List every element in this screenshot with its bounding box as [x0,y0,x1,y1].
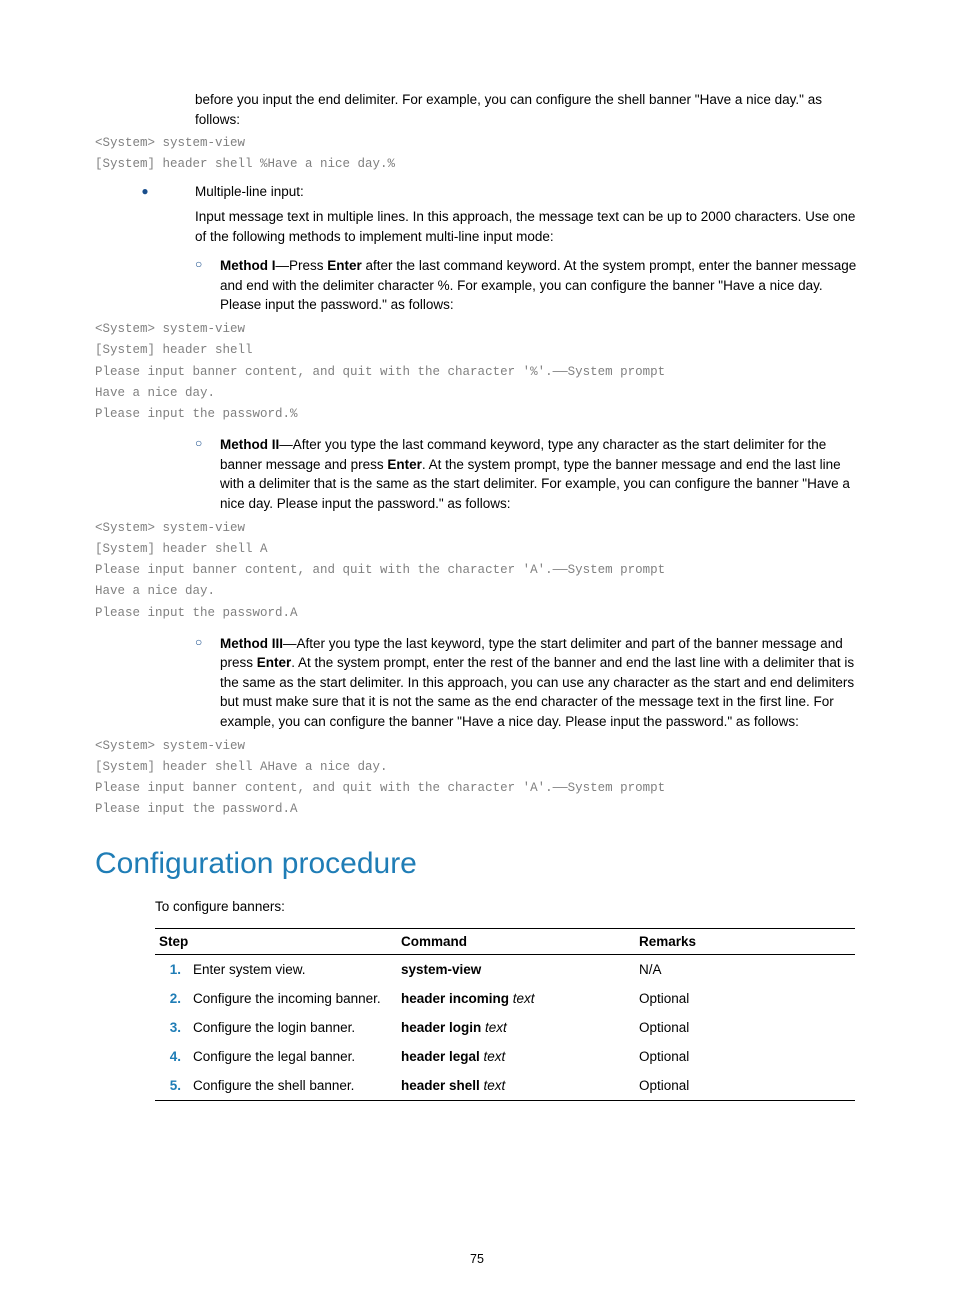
circle-bullet-icon: ○ [195,256,220,271]
intro-paragraph: before you input the end delimiter. For … [195,90,859,129]
table-row: 4. Configure the legal banner. header le… [155,1042,855,1071]
multiline-desc: Input message text in multiple lines. In… [195,207,859,246]
method3-enter: Enter [257,655,292,670]
method3-label: Method III [220,636,283,651]
row4-num: 4. [155,1042,189,1071]
row4-step: Configure the legal banner. [189,1042,397,1071]
method1-text: Method I—Press Enter after the last comm… [220,256,859,315]
row2-num: 2. [155,984,189,1013]
row3-step: Configure the login banner. [189,1013,397,1042]
table-row: 5. Configure the shell banner. header sh… [155,1071,855,1101]
row4-remarks: Optional [635,1042,855,1071]
method3-code: <System> system-view [System] header she… [95,736,859,821]
method2-text: Method II—After you type the last comman… [220,435,859,513]
row2-step: Configure the incoming banner. [189,984,397,1013]
row3-cmd-ital: text [481,1020,507,1035]
row4-cmd-bold: header legal [401,1049,480,1064]
row3-cmd: header login text [397,1013,635,1042]
circle-bullet-icon: ○ [195,435,220,450]
section-intro: To configure banners: [155,899,859,914]
row2-remarks: Optional [635,984,855,1013]
page-container: before you input the end delimiter. For … [0,0,954,1296]
row5-num: 5. [155,1071,189,1101]
th-remarks: Remarks [635,928,855,954]
row2-cmd-bold: header incoming [401,991,509,1006]
row5-cmd: header shell text [397,1071,635,1101]
circle-bullet-icon: ○ [195,634,220,649]
intro-code: <System> system-view [System] header she… [95,133,859,176]
th-step: Step [155,928,397,954]
method2-enter: Enter [387,457,422,472]
section-heading: Configuration procedure [95,847,859,881]
method1-row: ○ Method I—Press Enter after the last co… [95,256,859,315]
method1-label: Method I [220,258,276,273]
row3-cmd-bold: header login [401,1020,481,1035]
table-header-row: Step Command Remarks [155,928,855,954]
method1-code: <System> system-view [System] header she… [95,319,859,425]
row1-cmd-bold: system-view [401,962,481,977]
multiline-title: Multiple-line input: [195,182,304,202]
row3-remarks: Optional [635,1013,855,1042]
row5-cmd-bold: header shell [401,1078,480,1093]
bullet-icon: ● [95,182,195,198]
row1-cmd: system-view [397,954,635,984]
row2-cmd-ital: text [509,991,535,1006]
method3-t2: . At the system prompt, enter the rest o… [220,655,854,729]
method2-label: Method II [220,437,279,452]
table-row: 1. Enter system view. system-view N/A [155,954,855,984]
config-table: Step Command Remarks 1. Enter system vie… [155,928,855,1101]
row1-num: 1. [155,954,189,984]
row4-cmd-ital: text [480,1049,506,1064]
row5-remarks: Optional [635,1071,855,1101]
method3-text: Method III—After you type the last keywo… [220,634,859,732]
table-row: 2. Configure the incoming banner. header… [155,984,855,1013]
table-row: 3. Configure the login banner. header lo… [155,1013,855,1042]
row1-remarks: N/A [635,954,855,984]
row5-step: Configure the shell banner. [189,1071,397,1101]
method3-row: ○ Method III—After you type the last key… [95,634,859,732]
method1-t1: —Press [276,258,328,273]
method2-code: <System> system-view [System] header she… [95,518,859,624]
row5-cmd-ital: text [480,1078,506,1093]
row1-step: Enter system view. [189,954,397,984]
row2-cmd: header incoming text [397,984,635,1013]
multiline-bullet-row: ● Multiple-line input: [95,182,859,202]
row4-cmd: header legal text [397,1042,635,1071]
method1-enter: Enter [327,258,362,273]
row3-num: 3. [155,1013,189,1042]
method2-row: ○ Method II—After you type the last comm… [95,435,859,513]
th-command: Command [397,928,635,954]
page-number: 75 [0,1252,954,1266]
